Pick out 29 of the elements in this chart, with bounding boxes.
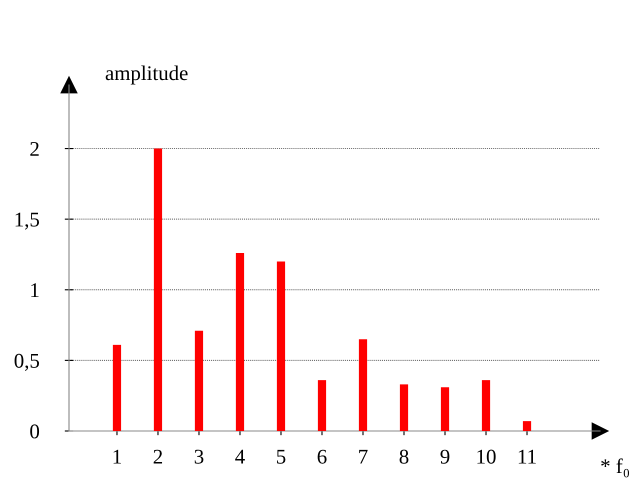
bar	[154, 148, 162, 431]
x-tick-label: 6	[318, 450, 327, 464]
x-tick-label: 11	[518, 450, 536, 464]
x-tick-label: 10	[477, 450, 496, 464]
x-tick-label: 3	[194, 450, 204, 464]
bar	[112, 344, 122, 431]
y-tick-label: 0	[30, 424, 40, 438]
x-tick-label: 8	[400, 450, 408, 464]
y-tick-label: 0,5	[14, 354, 40, 371]
bar	[358, 339, 368, 431]
bar	[482, 380, 490, 431]
x-tick-label: 2	[154, 450, 162, 464]
x-tick-label: 5	[276, 450, 286, 464]
bar	[276, 262, 286, 431]
y-tick-label: 1	[31, 283, 39, 298]
bar	[318, 380, 326, 431]
x-axis-title: * f₀	[601, 458, 630, 478]
bar	[194, 330, 204, 431]
x-tick-label: 9	[440, 450, 450, 464]
x-tick-label: 4	[235, 450, 245, 464]
bar	[522, 421, 532, 431]
y-tick-label: 2	[30, 142, 39, 156]
x-tick-label: 1	[114, 450, 121, 464]
bar	[400, 384, 408, 431]
bar	[440, 387, 450, 431]
y-tick-label: 1,5	[16, 212, 40, 230]
bar	[236, 253, 244, 431]
y-axis-title: amplitude	[106, 66, 188, 84]
x-tick-label: 7	[359, 450, 368, 464]
